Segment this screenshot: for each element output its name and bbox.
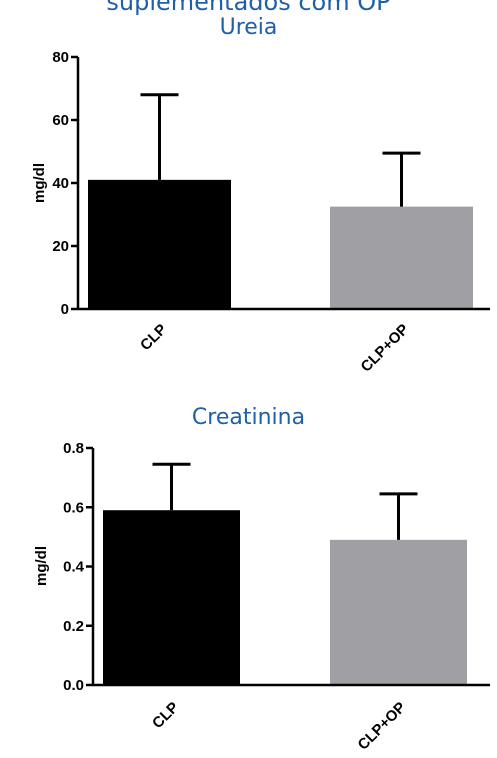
category-label: CLP [149,699,182,732]
bar-clp [88,179,231,309]
y-tick-label: 40 [52,175,69,192]
chart-title: Ureia [220,15,278,40]
bar-clp [103,510,240,685]
category-label: CLP [137,321,170,354]
bar-clp-op [330,206,473,309]
y-tick-label: 80 [52,49,69,66]
header-cropped-title: suplementados com OP [106,0,391,16]
y-tick-label: 60 [52,112,69,129]
category-label: CLP+OP [355,699,410,754]
bar-clp-op [330,539,467,685]
y-tick-label: 0.6 [63,499,84,516]
y-tick-label: 20 [52,238,69,255]
y-tick-label: 0.4 [63,559,85,576]
y-axis-label: mg/dl [31,163,48,203]
category-label: CLP+OP [358,321,413,376]
chart-title: Creatinina [192,405,305,430]
chart-creatinina: Creatinina CLP CLP+OP 0.0 0.2 0.4 0.6 0.8 mg/dl [33,405,490,754]
y-tick-label: 0.2 [63,618,84,635]
y-tick-label: 0 [61,301,69,318]
y-tick-label: 0.8 [63,440,84,457]
chart-ureia: Ureia CLP CLP+OP 0 20 40 60 80 mg/dl [31,15,490,376]
y-tick-label: 0.0 [63,677,84,694]
y-axis-label: mg/dl [33,546,50,586]
